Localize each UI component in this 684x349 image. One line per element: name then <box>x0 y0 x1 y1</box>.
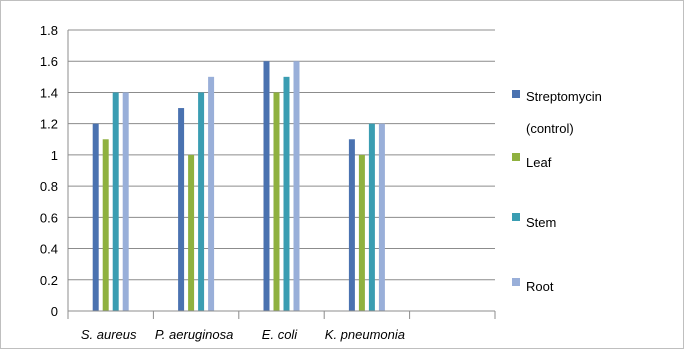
x-axis-labels: S. aureus P. aeruginosa E. coli K. pneumoni… <box>81 327 405 342</box>
bar <box>92 123 99 312</box>
x-category-label: E. coli <box>262 327 299 342</box>
bar <box>273 92 280 311</box>
bar <box>198 92 205 311</box>
bar <box>348 139 355 311</box>
bar <box>283 76 290 311</box>
x-category-label: P. aeruginosa <box>155 327 234 342</box>
legend-label: Streptomycin <box>526 89 602 104</box>
y-tick-label: 1.2 <box>40 117 58 132</box>
y-tick-label: 0.4 <box>40 242 58 257</box>
bar <box>102 139 109 311</box>
bar <box>378 123 385 312</box>
y-tick-label: 0.8 <box>40 179 58 194</box>
bar <box>112 92 119 311</box>
bar <box>263 61 270 311</box>
legend-label: (control) <box>526 121 574 136</box>
y-tick-label: 1 <box>51 148 58 163</box>
bar <box>293 61 300 311</box>
legend: Streptomycin (control) Leaf Stem Root <box>512 89 602 294</box>
y-tick-label: 1.4 <box>40 85 58 100</box>
bar <box>358 154 365 311</box>
bar <box>208 76 215 311</box>
axes <box>67 30 496 319</box>
x-category-label: K. pneumonia <box>325 327 405 342</box>
bars <box>92 61 385 312</box>
y-axis-ticks: 0 0.2 0.4 0.6 0.8 1 1.2 1.4 1.6 1.8 <box>40 23 58 319</box>
bar <box>178 108 185 311</box>
legend-label: Root <box>526 279 554 294</box>
legend-label: Stem <box>526 215 556 230</box>
bar <box>188 154 195 311</box>
y-tick-label: 0.6 <box>40 210 58 225</box>
legend-swatch <box>512 90 520 98</box>
y-tick-label: 1.6 <box>40 54 58 69</box>
y-tick-label: 1.8 <box>40 23 58 38</box>
y-tick-label: 0 <box>51 304 58 319</box>
bar <box>122 92 129 311</box>
legend-swatch <box>512 278 520 286</box>
bar <box>368 123 375 312</box>
legend-swatch <box>512 213 520 221</box>
y-tick-label: 0.2 <box>40 273 58 288</box>
gridlines <box>68 29 495 312</box>
legend-label: Leaf <box>526 155 552 170</box>
x-category-label: S. aureus <box>81 327 137 342</box>
legend-swatch <box>512 153 520 161</box>
